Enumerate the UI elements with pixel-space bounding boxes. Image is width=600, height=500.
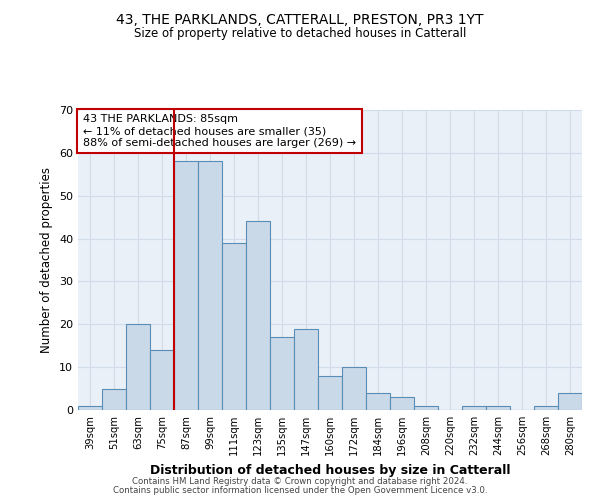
Bar (366, 393, 390, 410)
Y-axis label: Number of detached properties: Number of detached properties (40, 167, 53, 353)
Bar (174, 162, 198, 410)
Text: Contains public sector information licensed under the Open Government Licence v3: Contains public sector information licen… (113, 486, 487, 495)
Text: 43, THE PARKLANDS, CATTERALL, PRESTON, PR3 1YT: 43, THE PARKLANDS, CATTERALL, PRESTON, P… (116, 12, 484, 26)
Bar (246, 222, 270, 410)
Bar (150, 350, 174, 410)
Bar (558, 393, 582, 410)
X-axis label: Distribution of detached houses by size in Catterall: Distribution of detached houses by size … (150, 464, 510, 476)
Bar (318, 376, 342, 410)
Bar (198, 162, 222, 410)
Bar (270, 337, 294, 410)
Bar (486, 406, 510, 410)
Text: Contains HM Land Registry data © Crown copyright and database right 2024.: Contains HM Land Registry data © Crown c… (132, 477, 468, 486)
Bar (78, 406, 102, 410)
Bar (534, 406, 558, 410)
Bar (342, 367, 366, 410)
Bar (126, 324, 150, 410)
Bar (294, 328, 318, 410)
Text: Size of property relative to detached houses in Catterall: Size of property relative to detached ho… (134, 28, 466, 40)
Bar (462, 406, 486, 410)
Bar (390, 397, 414, 410)
Bar (414, 406, 438, 410)
Text: 43 THE PARKLANDS: 85sqm
← 11% of detached houses are smaller (35)
88% of semi-de: 43 THE PARKLANDS: 85sqm ← 11% of detache… (83, 114, 356, 148)
Bar (222, 243, 246, 410)
Bar (102, 388, 126, 410)
